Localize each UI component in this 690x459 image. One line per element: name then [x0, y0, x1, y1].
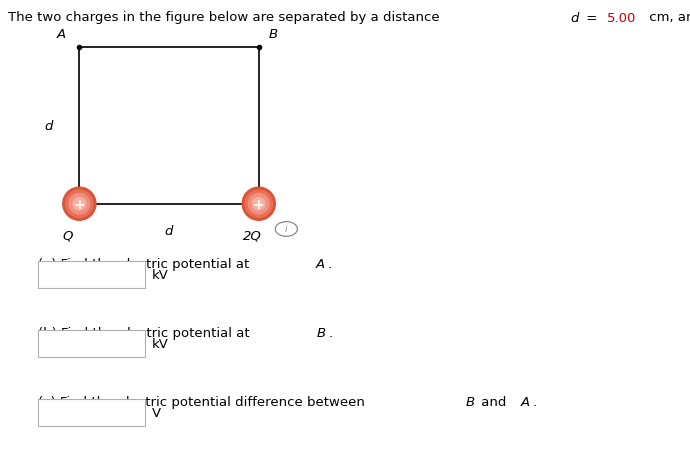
FancyBboxPatch shape [38, 330, 145, 357]
Text: Q: Q [62, 230, 72, 242]
Ellipse shape [73, 198, 86, 211]
Text: The two charges in the figure below are separated by a distance: The two charges in the figure below are … [8, 11, 444, 24]
FancyBboxPatch shape [38, 399, 145, 426]
Text: kV: kV [152, 337, 168, 350]
Text: +: + [74, 197, 85, 211]
Text: 2Q: 2Q [242, 230, 262, 242]
Text: .: . [328, 257, 332, 270]
Ellipse shape [66, 190, 93, 218]
Ellipse shape [248, 194, 269, 214]
Text: B: B [317, 326, 326, 339]
Ellipse shape [63, 188, 96, 221]
FancyBboxPatch shape [38, 262, 145, 288]
Text: B: B [465, 395, 474, 408]
Text: (b) Find the electric potential at: (b) Find the electric potential at [38, 326, 254, 339]
Text: .: . [532, 395, 536, 408]
Text: (a) Find the electric potential at: (a) Find the electric potential at [38, 257, 253, 270]
Text: kV: kV [152, 269, 168, 281]
Text: 5.00: 5.00 [607, 11, 636, 24]
Ellipse shape [69, 194, 90, 214]
Text: d: d [571, 11, 579, 24]
Text: d: d [165, 225, 173, 238]
Text: A: A [57, 28, 66, 41]
Text: cm, and: cm, and [644, 11, 690, 24]
Text: d: d [44, 120, 52, 133]
Text: B: B [269, 28, 278, 41]
Text: V: V [152, 406, 161, 419]
Ellipse shape [245, 190, 273, 218]
Text: A: A [316, 257, 325, 270]
Text: and: and [477, 395, 511, 408]
Text: (c) Find the electric potential difference between: (c) Find the electric potential differen… [38, 395, 369, 408]
Text: i: i [285, 225, 288, 234]
Text: A: A [520, 395, 529, 408]
Ellipse shape [242, 188, 275, 221]
Text: .: . [328, 326, 333, 339]
Ellipse shape [253, 198, 265, 211]
Text: +: + [253, 197, 264, 211]
Text: =: = [582, 11, 601, 24]
